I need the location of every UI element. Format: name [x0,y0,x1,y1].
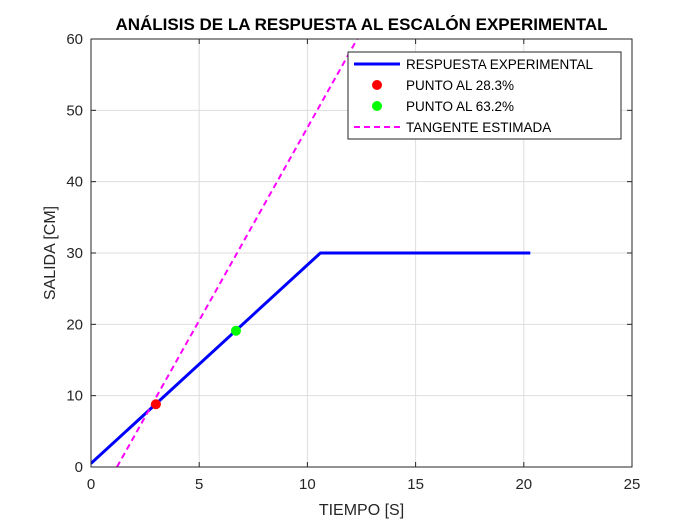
x-tick-label: 15 [407,476,424,493]
x-tick-label: 5 [195,476,203,493]
y-tick-label: 10 [66,388,83,405]
marker-point [230,325,241,336]
response-line [91,251,531,465]
ticks: 0 5 10 15 20 25 0 10 20 30 40 50 60 [66,31,640,493]
legend-marker [372,101,382,111]
marker-point [150,399,161,410]
tangent-line [116,39,359,467]
legend: RESPUESTA EXPERIMENTAL PUNTO AL 28.3% PUNT… [347,51,622,140]
y-tick-label: 50 [66,102,83,119]
y-tick-label: 60 [66,31,83,48]
series-layer [91,39,531,467]
chart-title: ANÁLISIS DE LA RESPUESTA AL ESCALÓN EXPE… [115,15,607,34]
y-tick-label: 0 [75,459,83,476]
y-axis-label: SALIDA [CM] [42,206,59,300]
y-tick-label: 40 [66,174,83,191]
legend-label: PUNTO AL 63.2% [406,99,514,114]
x-tick-label: 25 [624,476,641,493]
legend-label: RESPUESTA EXPERIMENTAL [406,57,594,72]
x-tick-label: 0 [87,476,95,493]
y-tick-label: 20 [66,316,83,333]
x-tick-label: 10 [299,476,316,493]
x-axis-label: TIEMPO [S] [319,502,404,519]
legend-label: TANGENTE ESTIMADA [406,120,551,135]
y-tick-label: 30 [66,245,83,262]
legend-marker [372,80,382,90]
x-tick-label: 20 [515,476,532,493]
legend-box [347,51,622,140]
legend-label: PUNTO AL 28.3% [406,78,514,93]
